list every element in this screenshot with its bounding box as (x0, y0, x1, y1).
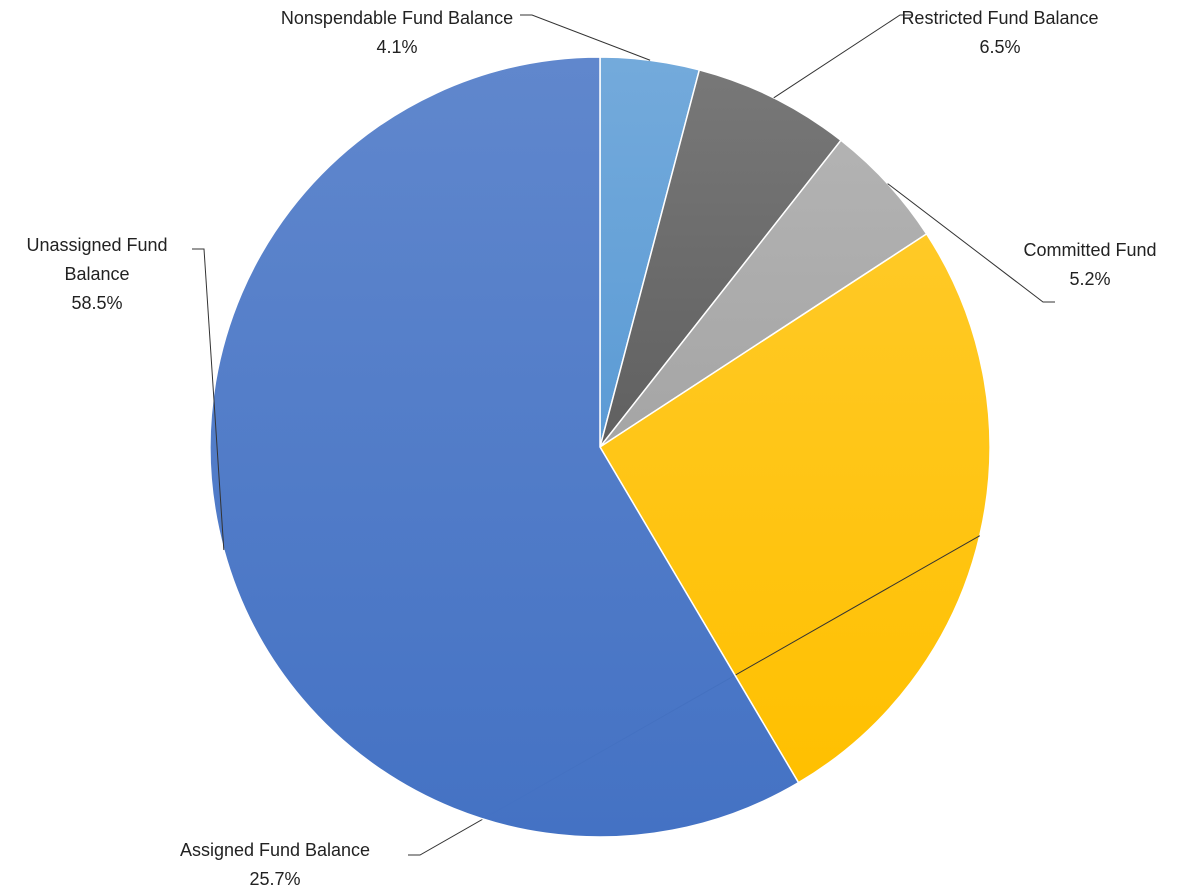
slice-label: Nonspendable Fund Balance 4.1% (277, 4, 517, 62)
slice-label: Committed Fund 5.2% (990, 236, 1190, 294)
slice-label: Assigned Fund Balance 25.7% (145, 836, 405, 894)
value-label: 25.7% (249, 869, 301, 889)
leader-line (887, 183, 1055, 303)
category-label: Committed Fund (1023, 240, 1157, 260)
pie-slice (599, 68, 843, 448)
leader-line (520, 14, 651, 61)
category-label: Unassigned Fund Balance (26, 235, 168, 284)
leader-line (192, 248, 225, 550)
category-label: Nonspendable Fund Balance (280, 8, 514, 28)
value-label: 58.5% (71, 293, 123, 313)
slice-label: Restricted Fund Balance 6.5% (900, 4, 1100, 62)
leader-line (408, 535, 981, 856)
category-label: Restricted Fund Balance (901, 8, 1099, 28)
leader-line (773, 14, 912, 99)
value-label: 6.5% (979, 37, 1021, 57)
category-label: Assigned Fund Balance (179, 840, 371, 860)
slice-label: Unassigned Fund Balance 58.5% (0, 231, 197, 318)
value-label: 5.2% (1069, 269, 1111, 289)
value-label: 4.1% (376, 37, 418, 57)
